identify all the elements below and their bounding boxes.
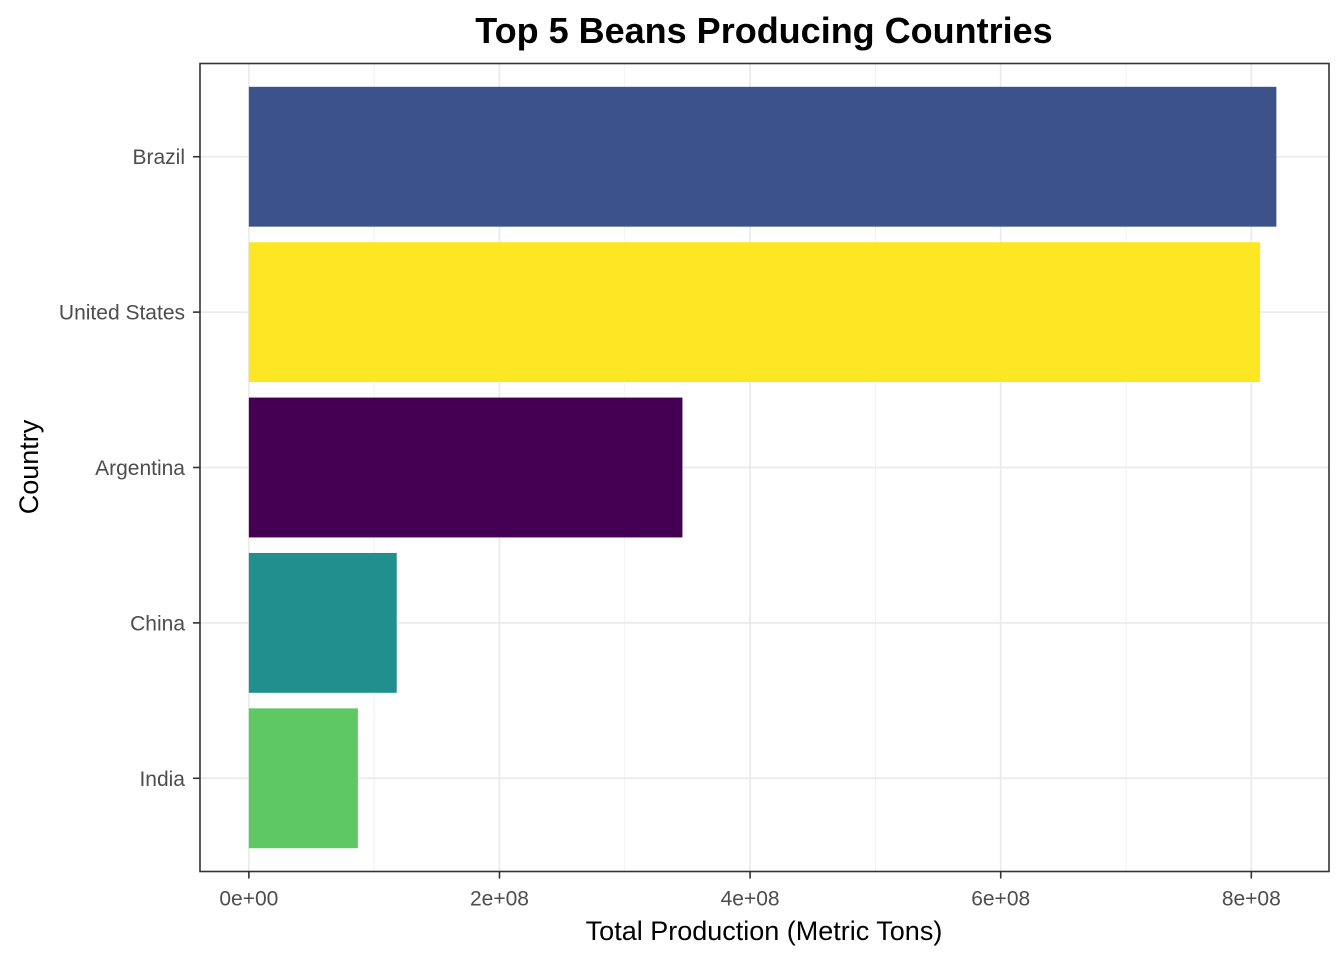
y-axis-title: Country <box>14 419 44 514</box>
x-tick-label: 6e+08 <box>971 888 1030 911</box>
x-tick-label: 4e+08 <box>721 888 780 911</box>
bars <box>248 86 1277 849</box>
bar-brazil <box>248 86 1277 227</box>
x-axis-title: Total Production (Metric Tons) <box>586 916 943 946</box>
y-tick-label: India <box>139 768 185 791</box>
bar-india <box>248 708 358 849</box>
y-tick-label: Argentina <box>95 457 185 480</box>
y-tick-label: Brazil <box>132 146 185 169</box>
x-tick-label: 0e+00 <box>219 888 278 911</box>
y-tick-label: China <box>130 612 185 635</box>
x-tick-label: 8e+08 <box>1222 888 1281 911</box>
bar-united-states <box>248 242 1261 383</box>
y-tick-label: United States <box>59 302 185 325</box>
axis-ticks: 0e+00 2e+08 4e+08 6e+08 8e+08 Brazil United St… <box>59 146 1281 910</box>
x-tick-label: 2e+08 <box>470 888 529 911</box>
chart-title: Top 5 Beans Producing Countries <box>475 10 1052 51</box>
bar-china <box>248 552 397 693</box>
bar-argentina <box>248 397 683 538</box>
